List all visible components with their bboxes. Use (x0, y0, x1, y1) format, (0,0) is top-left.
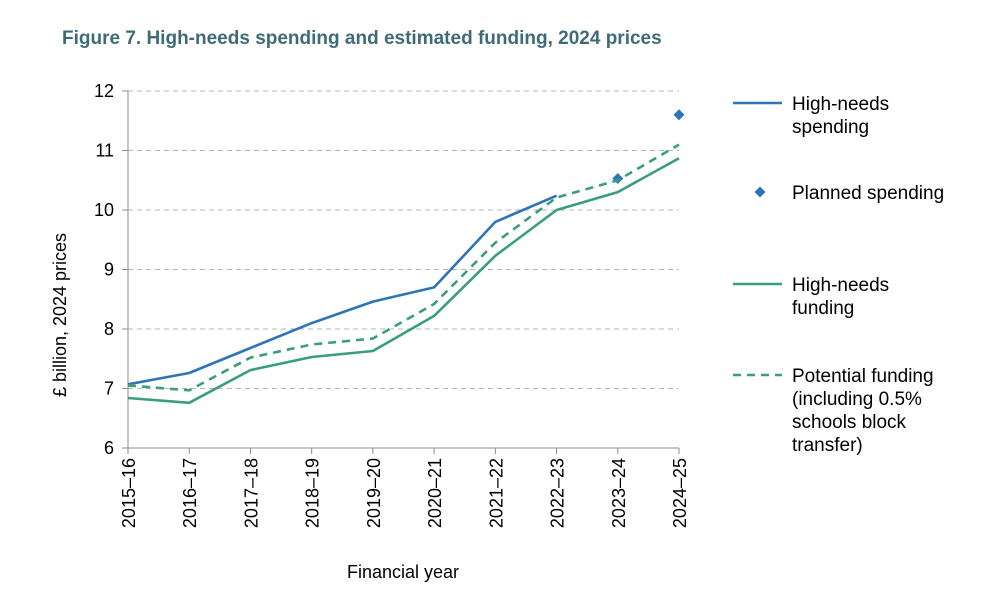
y-tick-label: 7 (104, 379, 114, 399)
legend-label-spending: High-needs spending (792, 94, 889, 138)
x-tick-label: 2024–25 (670, 458, 690, 528)
legend-label-potential: Potential funding (including 0.5% schools … (792, 366, 934, 456)
planned-spending-marker (673, 109, 685, 121)
x-tick-labels: 2015–16 2016–17 2017–18 2018–19 2019–20 2020–… (119, 458, 690, 528)
plot-area (127, 109, 685, 405)
x-tick-label: 2022–23 (548, 458, 568, 528)
y-tick-label: 11 (95, 141, 114, 161)
x-tick-label: 2016–17 (180, 458, 200, 528)
gridlines (128, 90, 679, 389)
legend-label-funding: High-needs funding (792, 275, 889, 319)
funding-line (127, 157, 680, 405)
x-tick-label: 2015–16 (119, 458, 139, 528)
y-tick-label: 9 (104, 260, 114, 280)
legend: High-needs spending Planned spending High-n… (733, 94, 944, 456)
y-axis-label: £ billion, 2024 prices (50, 233, 70, 397)
chart-title: Figure 7. High-needs spending and estima… (62, 28, 662, 49)
y-tick-label: 12 (94, 81, 114, 101)
x-tick-label: 2021–22 (486, 458, 506, 528)
y-tick-label: 10 (94, 200, 114, 220)
x-axis-label: Financial year (347, 562, 459, 582)
x-tick-label: 2018–19 (303, 458, 323, 528)
x-tick-label: 2019–20 (364, 458, 384, 528)
legend-label-planned: Planned spending (792, 183, 944, 204)
y-tick-label: 8 (104, 319, 114, 339)
x-tick-label: 2017–18 (241, 458, 261, 528)
potential-line (127, 143, 680, 392)
axes (122, 90, 680, 454)
x-tick-label: 2020–21 (425, 458, 445, 528)
x-tick-label: 2023–24 (609, 458, 629, 528)
legend-marker-planned (754, 186, 766, 198)
y-tick-label: 6 (104, 438, 114, 458)
y-tick-labels: 6 7 8 9 10 11 12 (94, 81, 114, 458)
spending-line (127, 194, 558, 386)
